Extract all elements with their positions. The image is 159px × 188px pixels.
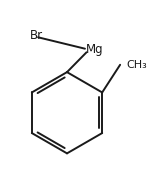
Text: Br: Br bbox=[30, 29, 43, 42]
Text: Mg: Mg bbox=[86, 43, 103, 56]
Text: CH₃: CH₃ bbox=[126, 60, 147, 70]
